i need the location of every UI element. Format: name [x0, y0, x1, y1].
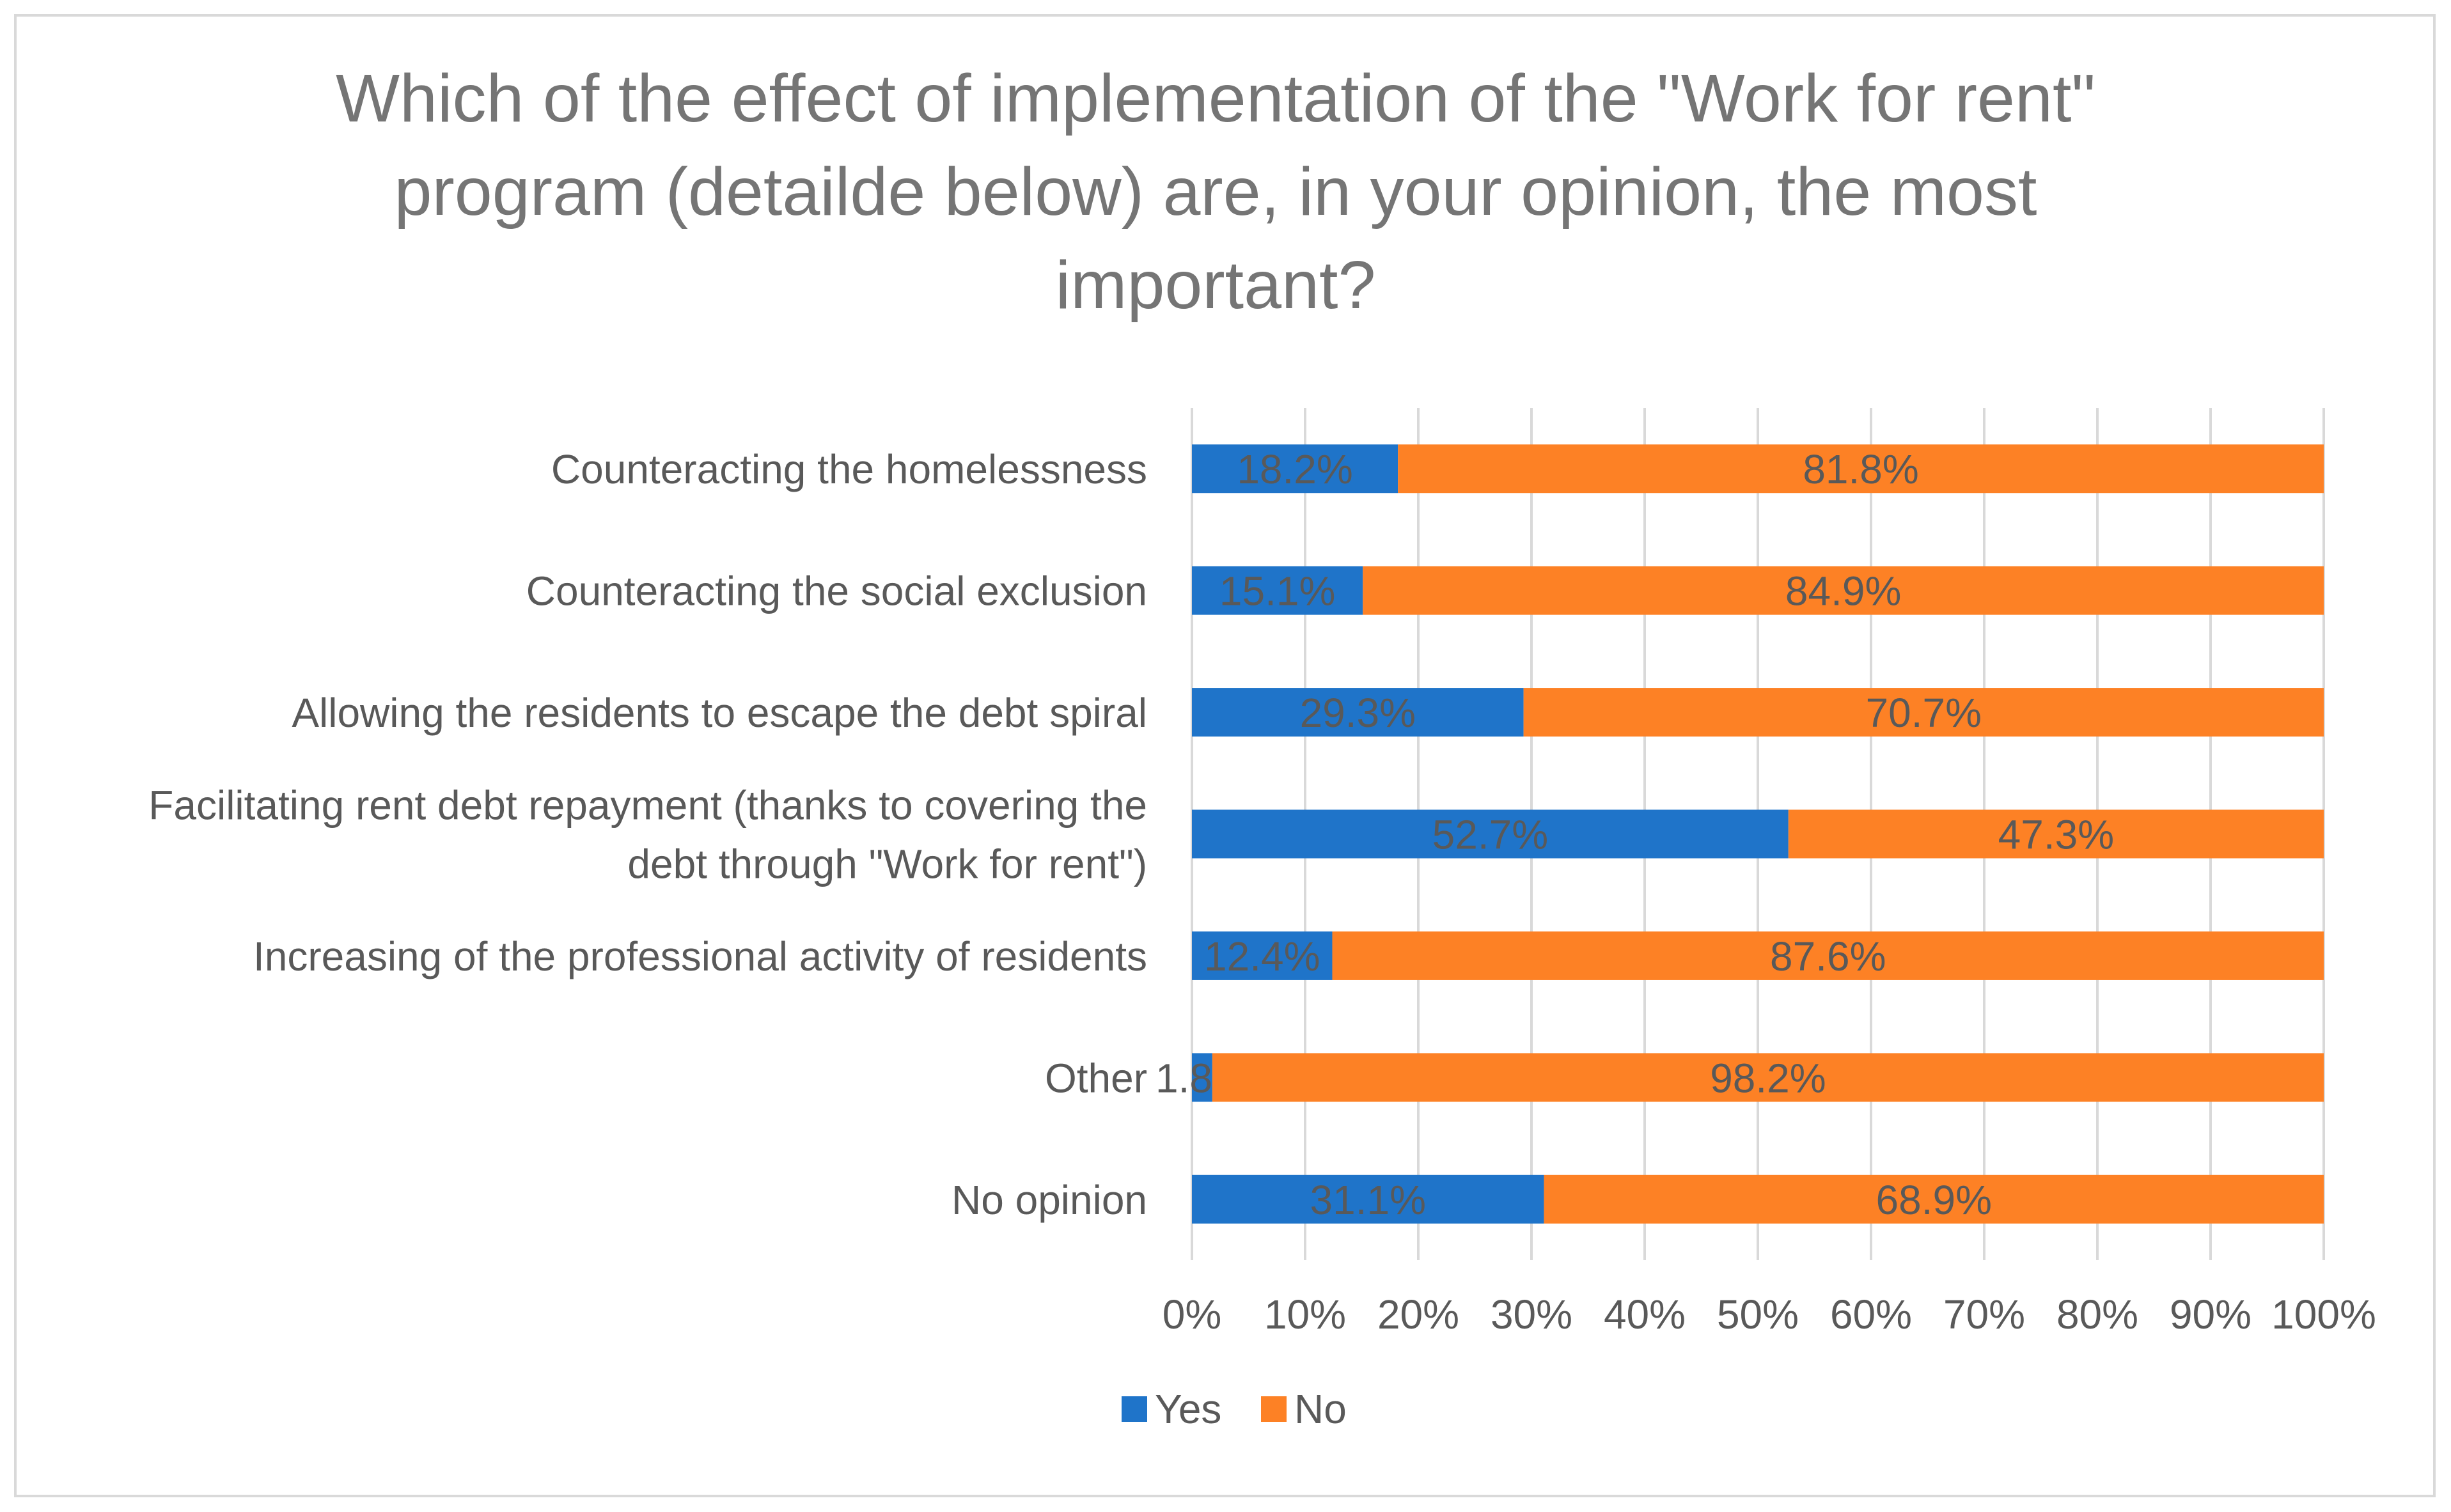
data-label-yes: 52.7%: [1432, 812, 1548, 858]
data-label-no: 87.6%: [1770, 933, 1886, 979]
bar-no: [1523, 688, 2324, 737]
category-label: Counteracting the social exclusion: [526, 568, 1147, 614]
chart-title-line: Which of the effect of implementation of…: [336, 61, 2095, 136]
bar-yes: [1192, 809, 1789, 859]
category-label: Increasing of the professional activity …: [253, 933, 1147, 979]
data-label-no: 98.2%: [1710, 1055, 1826, 1101]
bar-no: [1212, 1053, 2324, 1102]
data-label-no: 68.9%: [1876, 1177, 1992, 1223]
bar-yes: [1192, 1053, 1212, 1102]
data-label-no: 70.7%: [1866, 690, 1982, 736]
bar-no: [1363, 566, 2324, 615]
legend-label-no: No: [1294, 1386, 1347, 1432]
category-label: Other: [1045, 1055, 1147, 1101]
legend-swatch-no: [1261, 1396, 1287, 1422]
chart-frame: Which of the effect of implementation of…: [14, 14, 2436, 1497]
category-labels: Counteracting the homelessness Counteract…: [148, 446, 1147, 1223]
legend-label-yes: Yes: [1155, 1386, 1221, 1432]
chart-title-line: program (detailde below) are, in your op…: [395, 154, 2037, 230]
bar-no: [1332, 931, 2324, 980]
bar-yes: [1192, 931, 1333, 980]
bar-yes: [1192, 1174, 1544, 1224]
bar-no: [1544, 1174, 2324, 1224]
legend-swatch-yes: [1122, 1396, 1147, 1422]
data-label-yes: 31.1%: [1310, 1177, 1426, 1223]
bar-yes: [1192, 566, 1363, 615]
data-label-no: 81.8%: [1803, 446, 1918, 492]
data-label-no: 84.9%: [1785, 568, 1901, 614]
chart-title: Which of the effect of implementation of…: [336, 61, 2095, 323]
chart-title-line: important?: [1056, 247, 1376, 323]
chart-svg: Which of the effect of implementation of…: [148, 61, 2376, 1432]
x-tick-label: 10%: [1264, 1291, 1346, 1337]
data-label-yes: 12.4%: [1204, 933, 1320, 979]
x-tick-label: 70%: [1943, 1291, 2025, 1337]
bar-yes: [1192, 444, 1398, 494]
data-label-yes: 18.2%: [1237, 446, 1352, 492]
category-label: Facilitating rent debt repayment (thanks…: [148, 783, 1147, 829]
category-label: No opinion: [951, 1177, 1147, 1223]
category-label: Allowing the residents to escape the deb…: [292, 690, 1147, 736]
x-tick-label: 50%: [1717, 1291, 1799, 1337]
x-axis-ticks: 0% 10% 20% 30% 40% 50% 60% 70% 80% 90% 100%: [1163, 1291, 2376, 1337]
category-label: debt through "Work for rent"): [627, 841, 1147, 887]
x-tick-label: 80%: [2056, 1291, 2138, 1337]
data-label-yes: 15.1%: [1219, 568, 1335, 614]
bars: 18.2% 81.8% 15.1% 84.9% 29.3% 70.7% 52.7% 47.3%…: [1155, 444, 2324, 1224]
x-tick-label: 40%: [1604, 1291, 1686, 1337]
bar-no: [1398, 444, 2324, 494]
x-tick-label: 20%: [1377, 1291, 1459, 1337]
bar-no: [1788, 809, 2324, 859]
data-label-yes: 29.3%: [1300, 690, 1416, 736]
x-tick-label: 30%: [1491, 1291, 1572, 1337]
x-tick-label: 0%: [1163, 1291, 1222, 1337]
x-tick-label: 100%: [2271, 1291, 2376, 1337]
legend: Yes No: [1122, 1386, 1347, 1432]
category-label: Counteracting the homelessness: [551, 446, 1147, 492]
bar-yes: [1192, 688, 1524, 737]
x-tick-label: 60%: [1830, 1291, 1912, 1337]
x-tick-label: 90%: [2170, 1291, 2251, 1337]
data-label-no: 47.3%: [1998, 812, 2114, 858]
